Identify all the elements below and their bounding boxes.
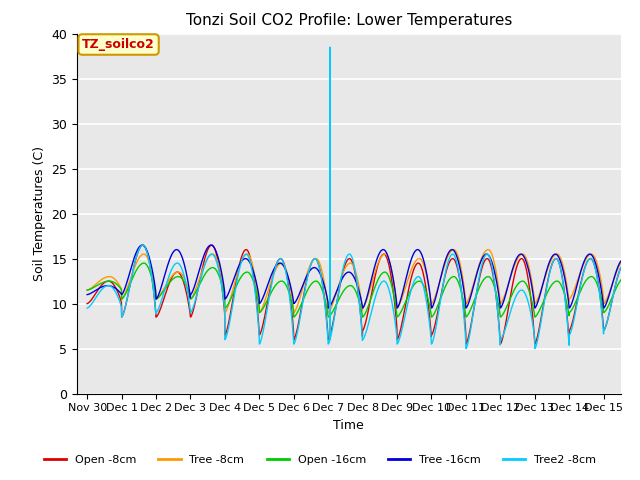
X-axis label: Time: Time [333,419,364,432]
Legend: Open -8cm, Tree -8cm, Open -16cm, Tree -16cm, Tree2 -8cm: Open -8cm, Tree -8cm, Open -16cm, Tree -… [39,451,601,469]
Text: TZ_soilco2: TZ_soilco2 [82,38,155,51]
Title: Tonzi Soil CO2 Profile: Lower Temperatures: Tonzi Soil CO2 Profile: Lower Temperatur… [186,13,512,28]
Y-axis label: Soil Temperatures (C): Soil Temperatures (C) [33,146,45,281]
